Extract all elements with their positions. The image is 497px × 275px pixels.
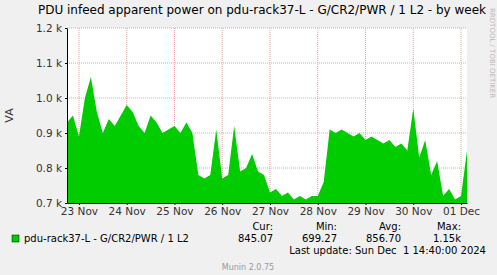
grid bbox=[67, 28, 467, 203]
axis-title: VA bbox=[3, 108, 16, 123]
grid-line bbox=[461, 28, 462, 203]
stat-header: Min: bbox=[316, 221, 337, 232]
tick: 26 Nov bbox=[204, 203, 241, 217]
grid-line bbox=[269, 28, 270, 203]
tick-label: 30 Nov bbox=[395, 205, 432, 217]
tick: 24 Nov bbox=[109, 203, 146, 217]
tick-mark bbox=[65, 133, 67, 134]
tick-mark bbox=[65, 28, 67, 29]
tick-mark bbox=[65, 168, 67, 169]
tick-label: 01 Dec bbox=[443, 205, 480, 217]
tick: 01 Dec bbox=[443, 203, 480, 217]
tick-mark bbox=[65, 98, 67, 99]
tick-label: 24 Nov bbox=[109, 205, 146, 217]
tick-label: 27 Nov bbox=[252, 205, 289, 217]
tick: 25 Nov bbox=[156, 203, 193, 217]
tick-label: 1.1 k bbox=[36, 57, 63, 69]
tick: 29 Nov bbox=[347, 203, 384, 217]
tick: 1.2 k bbox=[36, 22, 67, 34]
legend: pdu-rack37-L - G/CR2/PWR / 1 L2 Cur:845.0… bbox=[12, 221, 461, 244]
background bbox=[0, 0, 497, 275]
tick: 0.9 k bbox=[36, 127, 67, 139]
stat-value: 699.27 bbox=[302, 233, 337, 244]
tick-mark bbox=[65, 203, 67, 204]
stat-value: 1.15k bbox=[433, 233, 461, 244]
marks bbox=[67, 77, 467, 203]
legend-label: pdu-rack37-L - G/CR2/PWR / 1 L2 bbox=[24, 233, 189, 244]
tick: 1.1 k bbox=[36, 57, 67, 69]
tick-label: 29 Nov bbox=[347, 205, 384, 217]
y-axis: 0.7 k 0.8 k 0.9 k 1.0 k 1.1 k 1.2 k bbox=[36, 22, 68, 209]
tick: 0.8 k bbox=[36, 162, 67, 174]
tick-label: 1.0 k bbox=[36, 92, 63, 104]
axis-line bbox=[67, 29, 68, 204]
tick-label: 23 Nov bbox=[61, 205, 98, 217]
plot-area bbox=[67, 28, 467, 203]
tick: 23 Nov bbox=[61, 203, 98, 217]
tick-label: 25 Nov bbox=[156, 205, 193, 217]
tick-mark bbox=[65, 63, 67, 64]
stat-header: Max: bbox=[437, 221, 461, 232]
tick: 30 Nov bbox=[395, 203, 432, 217]
tick-label: 0.9 k bbox=[36, 127, 63, 139]
stat-header: Cur: bbox=[252, 221, 273, 232]
grid-line bbox=[317, 28, 318, 203]
watermark: RRDTOOL / TOBI OETIKER bbox=[488, 8, 496, 98]
tick: 1.0 k bbox=[36, 92, 67, 104]
footer: Munin 2.0.75 bbox=[222, 263, 274, 272]
tick-label: 26 Nov bbox=[204, 205, 241, 217]
area bbox=[67, 77, 467, 203]
chart: 0.7 k 0.8 k 0.9 k 1.0 k 1.1 k 1.2 k 23 Nov 24 N… bbox=[0, 0, 497, 275]
last-update: Last update: Sun Dec 1 14:40:00 2024 bbox=[289, 245, 486, 256]
x-axis: 23 Nov 24 Nov 25 Nov 26 Nov 27 Nov 28 Nov 29 N… bbox=[61, 203, 480, 217]
stat-value: 845.07 bbox=[238, 233, 273, 244]
legend-swatch bbox=[12, 235, 19, 242]
tick-label: 28 Nov bbox=[300, 205, 337, 217]
axis-line bbox=[68, 203, 468, 204]
stat-header: Avg: bbox=[379, 221, 401, 232]
title: PDU infeed apparent power on pdu-rack37-… bbox=[38, 3, 486, 17]
tick-label: 0.8 k bbox=[36, 162, 63, 174]
stat-value: 856.70 bbox=[366, 233, 401, 244]
tick: 28 Nov bbox=[300, 203, 337, 217]
tick-label: 0.7 k bbox=[36, 197, 63, 209]
tick: 27 Nov bbox=[252, 203, 289, 217]
tick-label: 1.2 k bbox=[36, 22, 63, 34]
